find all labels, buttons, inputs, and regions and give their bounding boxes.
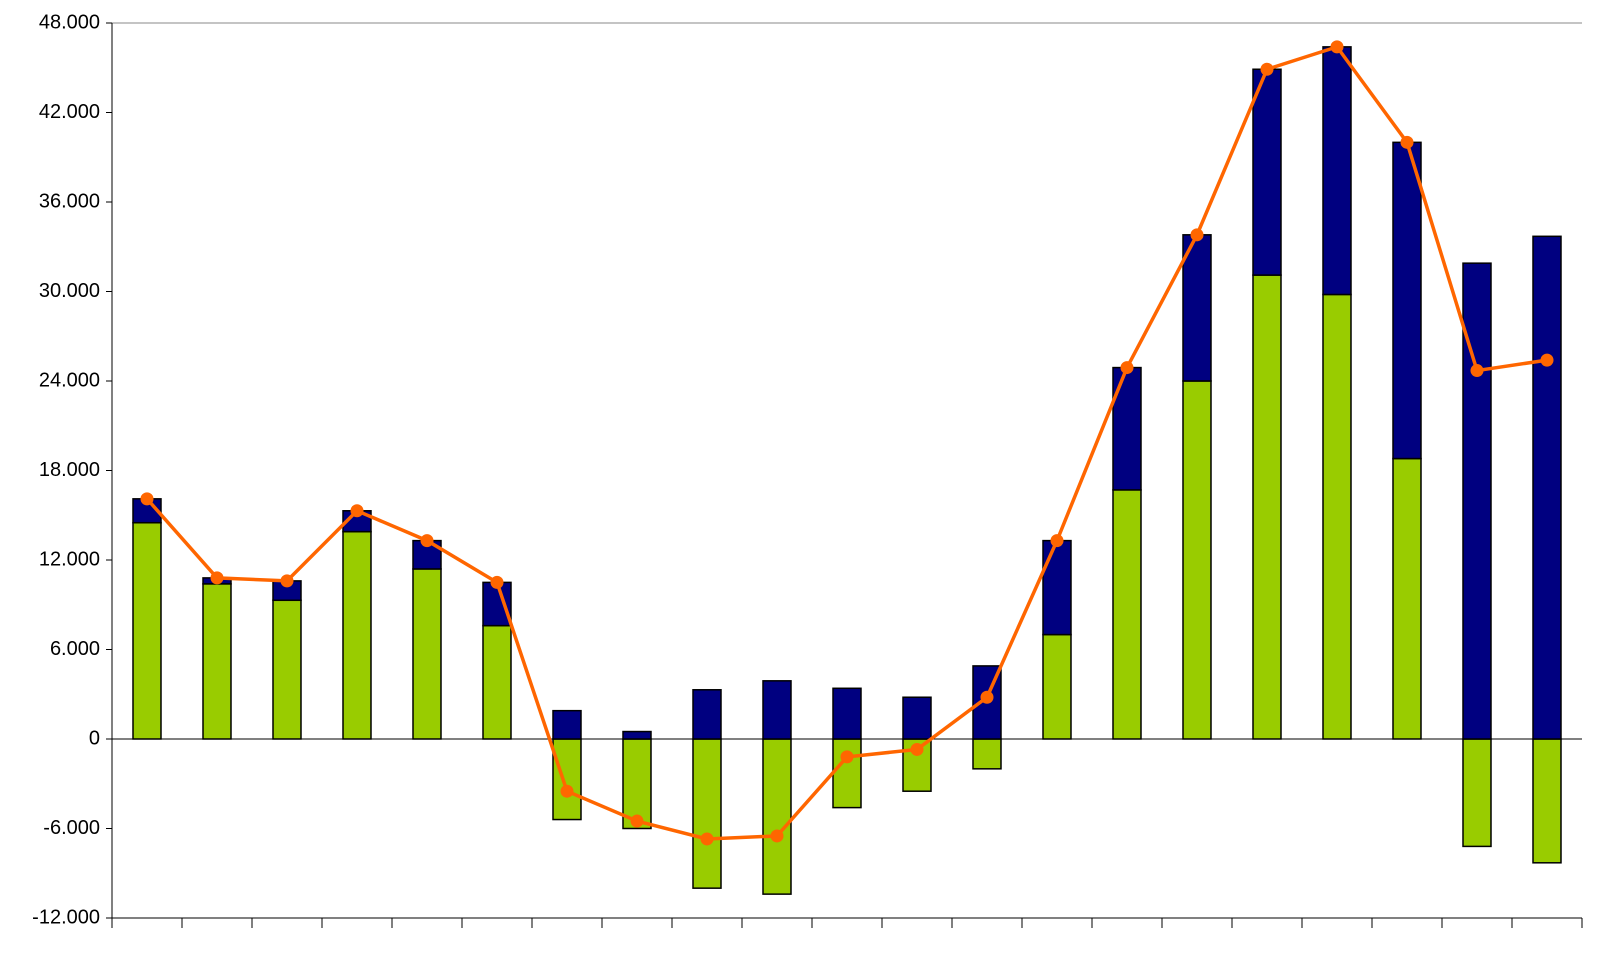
line-marker bbox=[490, 575, 504, 589]
bar-segment bbox=[762, 680, 792, 740]
line-marker bbox=[350, 504, 364, 518]
bar-segment bbox=[972, 738, 1002, 770]
bar-segment bbox=[1252, 68, 1282, 276]
bar-segment bbox=[832, 687, 862, 740]
line-marker bbox=[630, 814, 644, 828]
bar-segment bbox=[1112, 489, 1142, 740]
line-marker bbox=[1470, 364, 1484, 378]
line-marker bbox=[1260, 62, 1274, 76]
bar-segment bbox=[1462, 738, 1492, 848]
line-marker bbox=[420, 534, 434, 548]
line-marker bbox=[1050, 534, 1064, 548]
line-marker bbox=[910, 742, 924, 756]
bar-segment bbox=[622, 738, 652, 830]
line-marker bbox=[1120, 361, 1134, 375]
bar-segment bbox=[132, 521, 162, 740]
bar-segment bbox=[482, 624, 512, 740]
bar-segment bbox=[1392, 457, 1422, 740]
line-marker bbox=[1330, 40, 1344, 54]
bar-segment bbox=[1532, 235, 1562, 740]
bar-segment bbox=[202, 583, 232, 740]
bar-segment bbox=[1392, 141, 1422, 460]
y-tick-label: 36.000 bbox=[39, 190, 100, 212]
y-tick-label: 18.000 bbox=[39, 459, 100, 481]
line-marker bbox=[770, 829, 784, 843]
line-marker bbox=[560, 784, 574, 798]
bar-segment bbox=[552, 738, 582, 821]
bar-segment bbox=[622, 730, 652, 740]
line-marker bbox=[140, 492, 154, 506]
line-marker bbox=[700, 832, 714, 846]
bar-segment bbox=[1112, 366, 1142, 491]
bar-segment bbox=[1182, 380, 1212, 740]
line-marker bbox=[840, 750, 854, 764]
line-marker bbox=[1540, 353, 1554, 367]
bar-segment bbox=[1252, 274, 1282, 740]
bar-segment bbox=[1532, 738, 1562, 864]
bar-segment bbox=[412, 568, 442, 740]
line-marker bbox=[1400, 135, 1414, 149]
y-tick-label: 30.000 bbox=[39, 280, 100, 302]
bar-segment bbox=[902, 696, 932, 740]
y-tick-label: 42.000 bbox=[39, 101, 100, 123]
bar-segment bbox=[1042, 633, 1072, 740]
bar-segment bbox=[1042, 539, 1072, 636]
line-marker bbox=[210, 571, 224, 585]
bar-segment bbox=[342, 530, 372, 740]
line-marker bbox=[280, 574, 294, 588]
y-tick-label: 0 bbox=[89, 727, 100, 749]
y-tick-label: -12.000 bbox=[32, 906, 100, 928]
bar-segment bbox=[832, 738, 862, 809]
bar-segment bbox=[1322, 46, 1352, 296]
y-tick-label: 6.000 bbox=[50, 638, 100, 660]
bar-segment bbox=[482, 581, 512, 627]
y-tick-label: 48.000 bbox=[39, 11, 100, 33]
bar-segment bbox=[762, 738, 792, 895]
bar-segment bbox=[272, 599, 302, 740]
bar-segment bbox=[1322, 293, 1352, 740]
bar-segment bbox=[692, 738, 722, 889]
y-tick-label: 12.000 bbox=[39, 548, 100, 570]
line-marker bbox=[1190, 228, 1204, 242]
line-marker bbox=[980, 690, 994, 704]
bar-segment bbox=[552, 709, 582, 740]
bar-segment bbox=[692, 689, 722, 740]
bar-segment bbox=[1182, 234, 1212, 382]
y-tick-label: 24.000 bbox=[39, 369, 100, 391]
y-tick-label: -6.000 bbox=[43, 817, 100, 839]
